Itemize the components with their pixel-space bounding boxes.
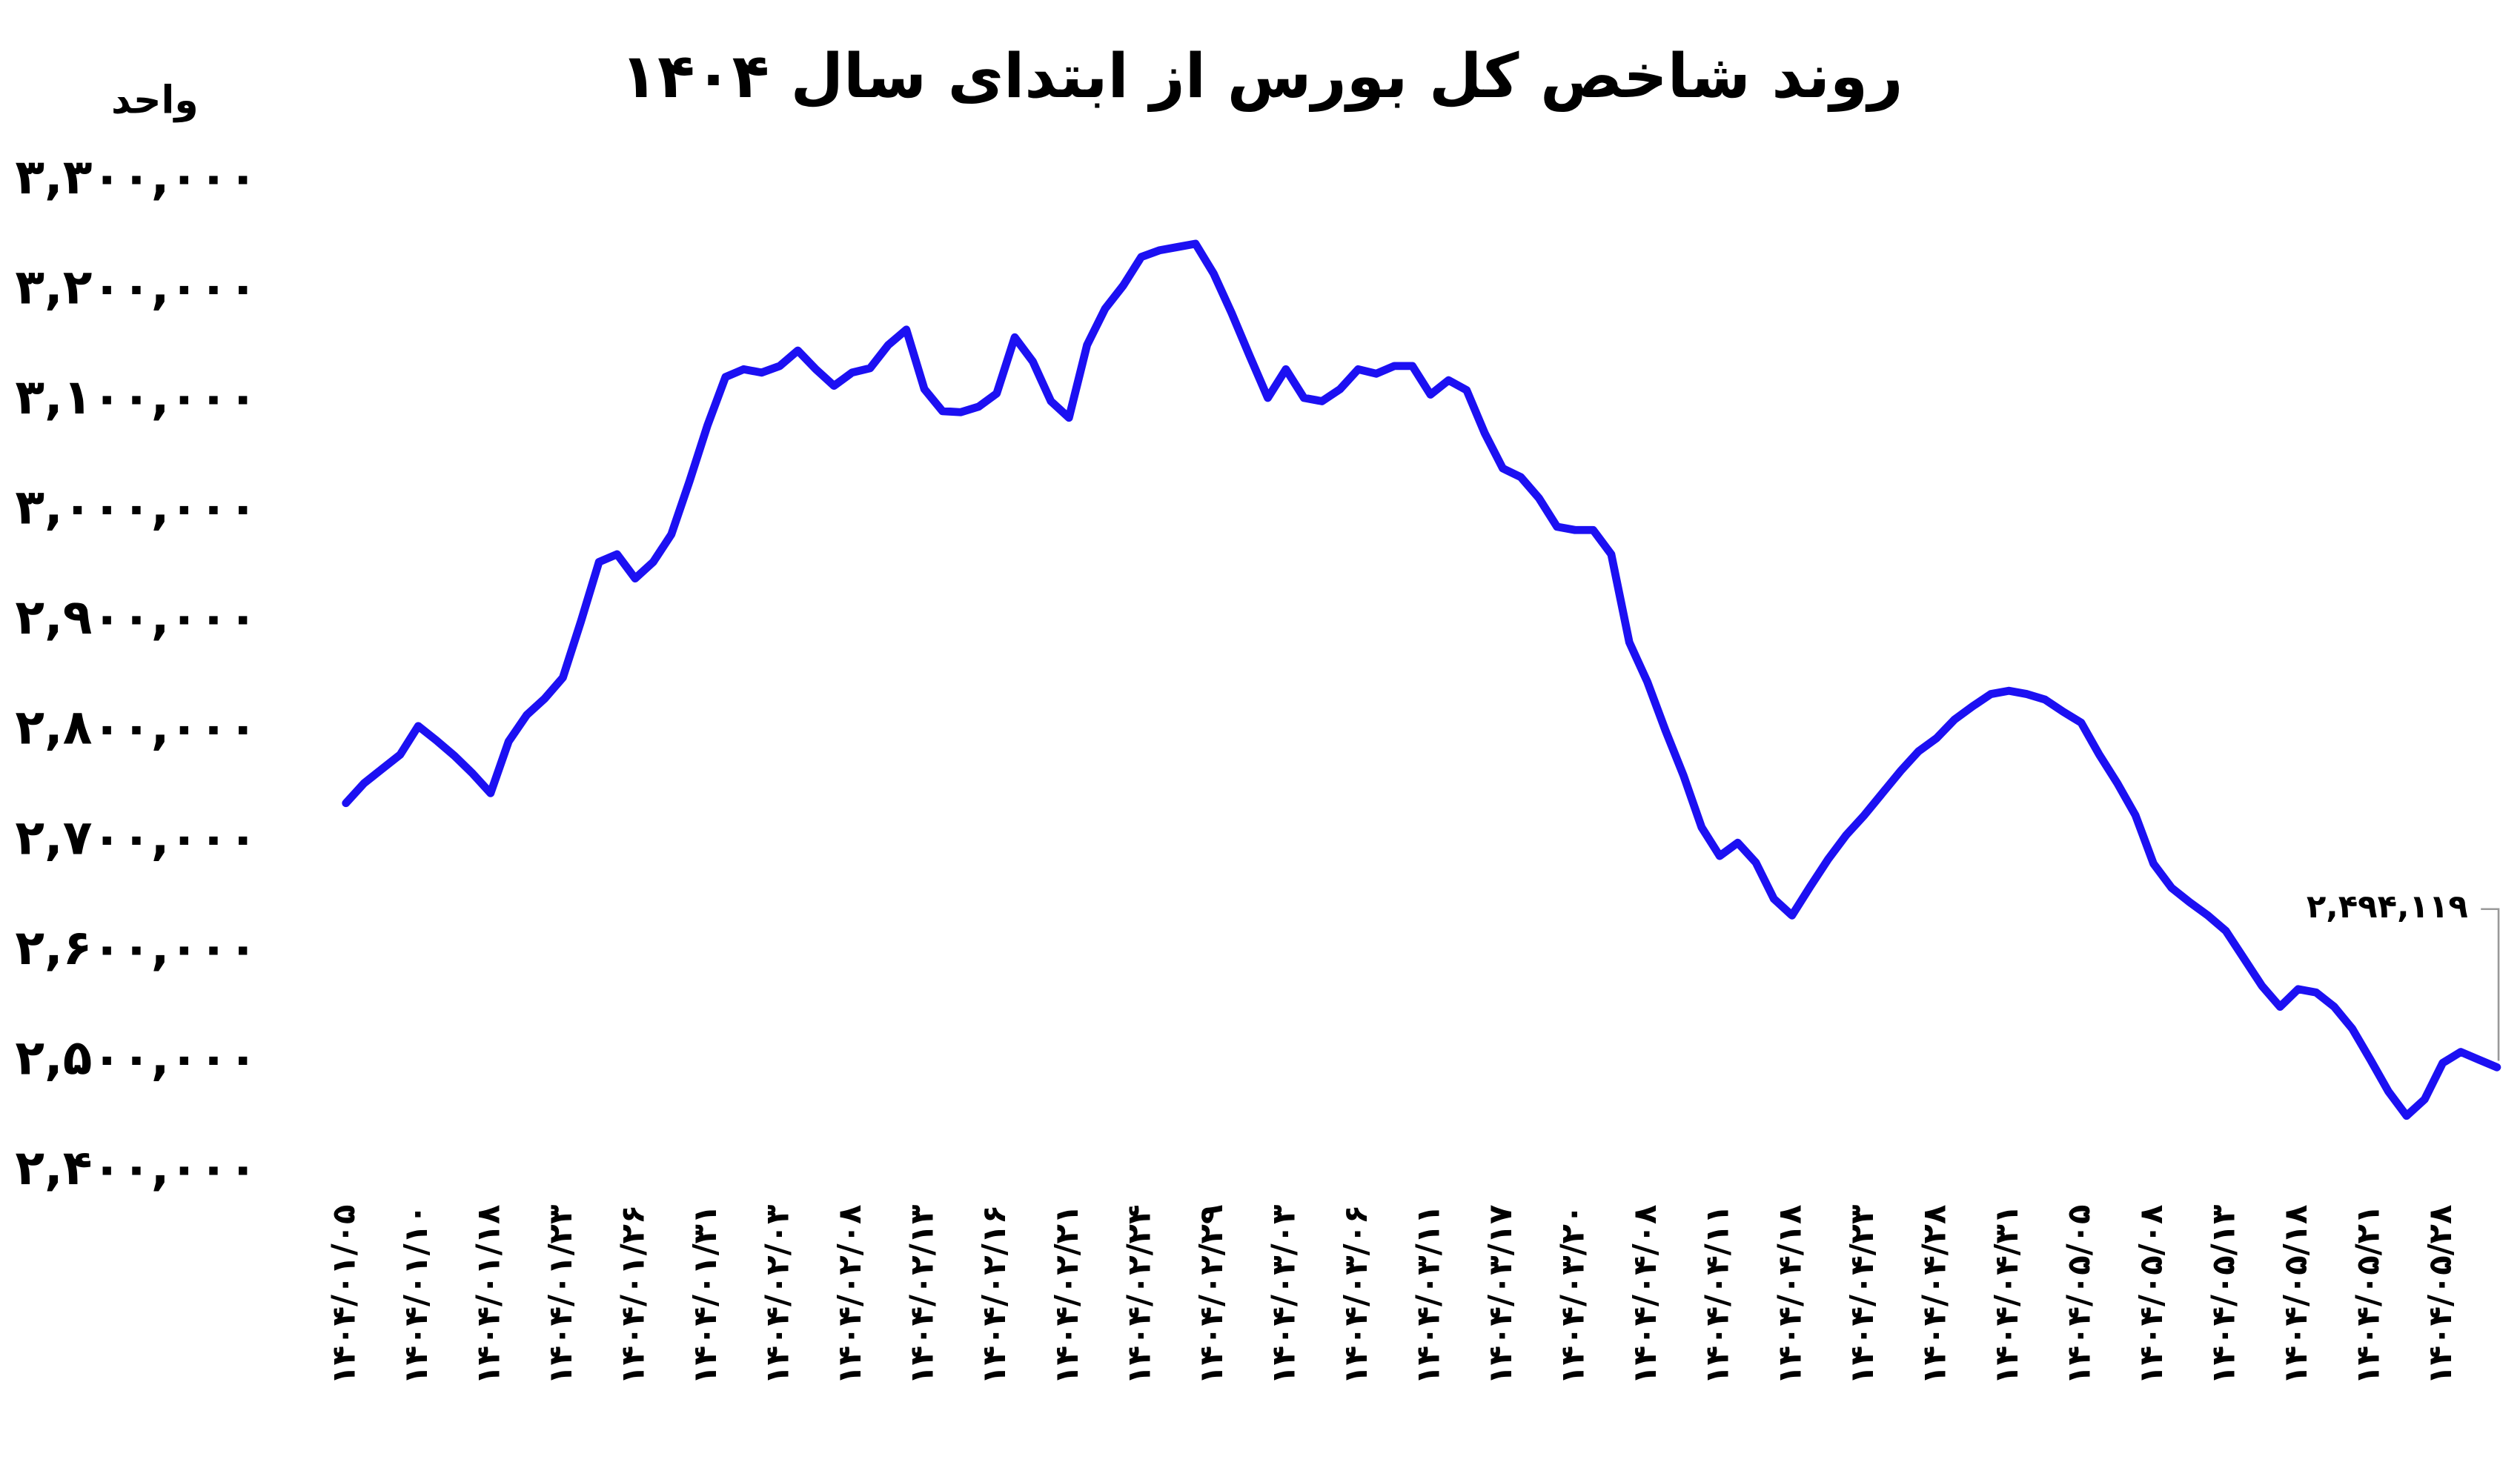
data-label: ۲,۴۹۴,۱۱۹ [2307, 889, 2468, 926]
x-tick-label: ۱۴۰۴/۰۱/۲۳ [543, 1205, 580, 1385]
y-tick-label: ۲,۷۰۰,۰۰۰ [15, 810, 257, 866]
x-tick-label: ۱۴۰۴/۰۳/۰۳ [1265, 1205, 1302, 1385]
y-tick-label: ۲,۴۰۰,۰۰۰ [15, 1140, 257, 1196]
y-tick-label: ۲,۵۰۰,۰۰۰ [15, 1031, 257, 1086]
y-tick-label: ۳,۱۰۰,۰۰۰ [15, 370, 257, 425]
x-tick-label: ۱۴۰۴/۰۲/۰۳ [760, 1205, 797, 1385]
x-tick-label: ۱۴۰۴/۰۱/۰۵ [325, 1205, 362, 1385]
x-tick-label: ۱۴۰۴/۰۳/۲۰ [1555, 1205, 1592, 1385]
x-tick-label: ۱۴۰۴/۰۴/۳۱ [1989, 1205, 2026, 1385]
x-tick-label: ۱۴۰۴/۰۱/۱۰ [398, 1205, 435, 1385]
x-tick-label: ۱۴۰۴/۰۲/۲۱ [1049, 1205, 1086, 1385]
x-tick-label: ۱۴۰۴/۰۵/۲۱ [2350, 1205, 2387, 1385]
x-tick-label: ۱۴۰۴/۰۱/۱۸ [470, 1205, 507, 1385]
y-tick-label: ۳,۰۰۰,۰۰۰ [15, 480, 257, 536]
x-tick-label: ۱۴۰۴/۰۲/۰۸ [832, 1205, 869, 1385]
x-tick-label: ۱۴۰۴/۰۳/۰۶ [1338, 1205, 1375, 1385]
x-tick-label: ۱۴۰۴/۰۴/۲۸ [1916, 1205, 1953, 1385]
x-tick-label: ۱۴۰۴/۰۵/۲۸ [2422, 1205, 2459, 1385]
x-tick-label: ۱۴۰۴/۰۵/۱۳ [2206, 1205, 2243, 1385]
y-tick-label: ۲,۶۰۰,۰۰۰ [15, 920, 257, 976]
x-tick-label: ۱۴۰۴/۰۴/۲۳ [1844, 1205, 1881, 1385]
x-tick-label: ۱۴۰۴/۰۴/۱۱ [1700, 1205, 1737, 1385]
x-tick-label: ۱۴۰۴/۰۲/۱۳ [904, 1205, 941, 1385]
annotation-leader [2481, 908, 2500, 1061]
x-tick-label: ۱۴۰۴/۰۵/۰۸ [2133, 1205, 2170, 1385]
x-tick-label: ۱۴۰۴/۰۴/۰۸ [1627, 1205, 1664, 1385]
x-tick-label: ۱۴۰۴/۰۱/۲۶ [614, 1205, 651, 1385]
x-tick-label: ۱۴۰۴/۰۴/۱۸ [1771, 1205, 1808, 1385]
line-series [342, 239, 2501, 1120]
y-tick-label: ۳,۲۰۰,۰۰۰ [15, 259, 257, 315]
x-tick-label: ۱۴۰۴/۰۵/۱۸ [2278, 1205, 2315, 1385]
chart-title: روند شاخص کل بورس از ابتدای سال ۱۴۰۴ [620, 41, 1903, 113]
x-tick-label: ۱۴۰۴/۰۵/۰۵ [2060, 1205, 2098, 1385]
x-tick-label: ۱۴۰۴/۰۳/۱۷ [1482, 1205, 1519, 1385]
x-tick-label: ۱۴۰۴/۰۲/۲۹ [1193, 1205, 1230, 1385]
x-tick-label: ۱۴۰۴/۰۳/۱۱ [1410, 1205, 1448, 1385]
y-axis-unit: واحد [111, 79, 199, 123]
y-tick-label: ۲,۹۰۰,۰۰۰ [15, 590, 257, 645]
y-tick-label: ۳,۳۰۰,۰۰۰ [15, 150, 257, 205]
x-tick-label: ۱۴۰۴/۰۲/۱۶ [976, 1205, 1013, 1385]
x-tick-label: ۱۴۰۴/۰۱/۳۱ [687, 1205, 724, 1385]
y-tick-label: ۲,۸۰۰,۰۰۰ [15, 700, 257, 756]
x-tick-label: ۱۴۰۴/۰۲/۲۴ [1121, 1205, 1158, 1385]
